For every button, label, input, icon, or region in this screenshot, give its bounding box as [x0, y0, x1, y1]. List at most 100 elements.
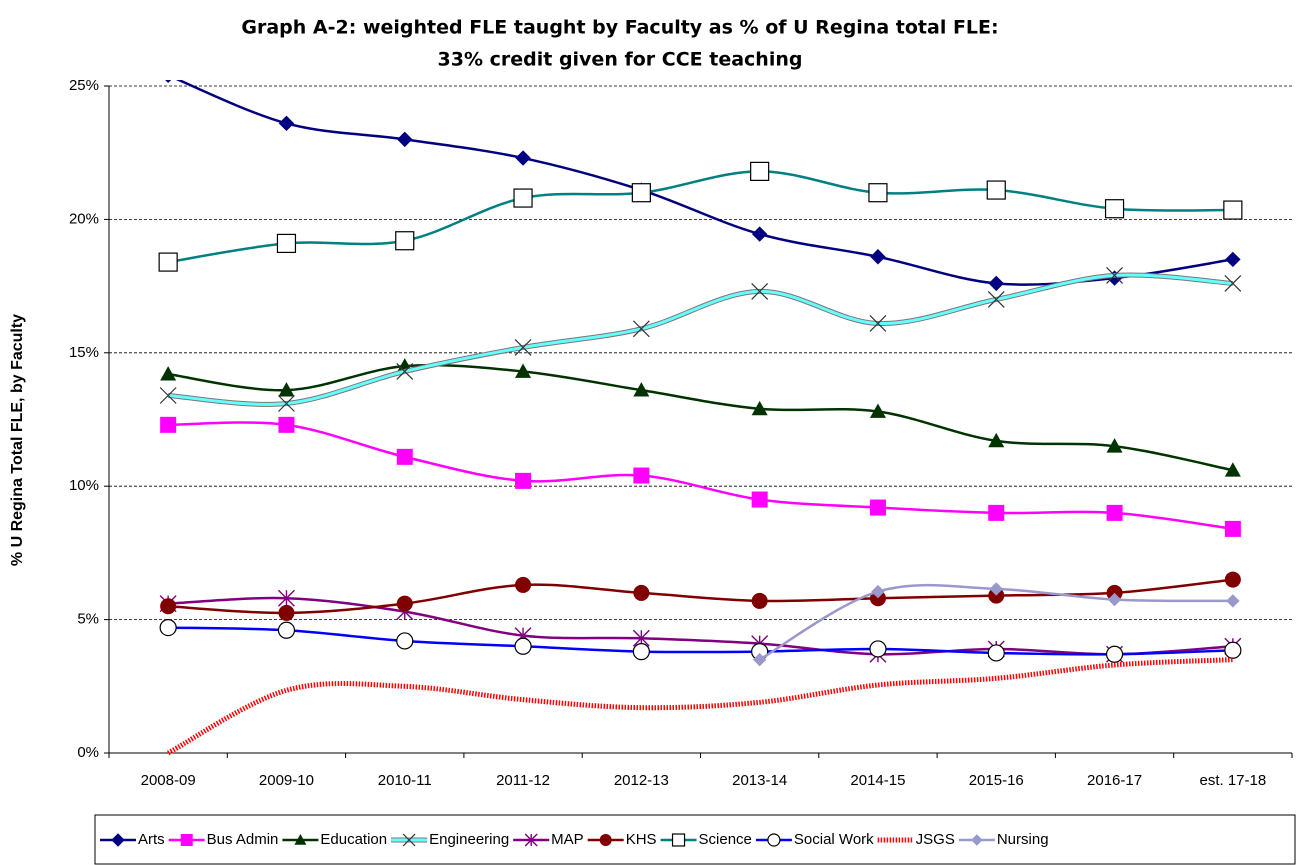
marker [1106, 504, 1123, 521]
marker [987, 291, 1005, 308]
marker [1225, 251, 1241, 268]
marker [751, 400, 768, 416]
series-outline [167, 272, 1234, 407]
legend-label: Arts [138, 831, 165, 848]
x-tick-label: 2014-15 [850, 772, 905, 789]
marker [971, 834, 983, 846]
x-tick-label: 2016-17 [1087, 772, 1142, 789]
series-line [168, 273, 1233, 406]
x-tick-label: 2010-11 [378, 772, 432, 789]
marker [1224, 641, 1242, 659]
marker [515, 472, 532, 489]
marker [1104, 199, 1125, 219]
marker [632, 643, 650, 661]
legend-label: Social Work [794, 831, 874, 848]
marker [1224, 462, 1241, 477]
y-tick-label: 5% [77, 611, 99, 628]
y-axis-title: % U Regina Total FLE, by Faculty [9, 314, 26, 566]
x-tick-label: 2011-12 [496, 772, 550, 789]
marker [871, 584, 885, 599]
marker [159, 387, 177, 404]
marker [515, 363, 532, 378]
legend-label: Engineering [429, 831, 509, 848]
marker [276, 233, 297, 254]
marker [514, 637, 532, 655]
marker [988, 275, 1004, 292]
series-line [168, 626, 1233, 656]
marker [1226, 594, 1240, 608]
marker [750, 161, 770, 181]
x-tick-label: 2009-10 [259, 772, 314, 789]
x-tick-label: 2013-14 [732, 772, 787, 789]
marker [868, 183, 888, 203]
marker [111, 833, 125, 847]
legend-label: Education [320, 831, 387, 848]
plot-area [158, 80, 1243, 756]
marker [158, 252, 178, 272]
chart-title: Graph A-2: weighted FLE taught by Facult… [241, 17, 998, 39]
marker [869, 403, 886, 418]
marker [160, 598, 177, 615]
marker [751, 592, 768, 609]
series-line [167, 170, 1233, 264]
series-line [166, 657, 1233, 756]
marker [278, 604, 295, 621]
chart-subtitle: 33% credit given for CCE teaching [438, 49, 803, 71]
marker [751, 491, 768, 508]
marker [1105, 645, 1124, 663]
marker [278, 395, 295, 412]
marker [1224, 520, 1241, 537]
marker [869, 640, 887, 658]
marker [396, 448, 413, 465]
marker [870, 249, 886, 265]
marker [987, 644, 1005, 662]
marker [1223, 200, 1243, 220]
marker [767, 833, 781, 847]
legend-label: Nursing [997, 831, 1049, 848]
x-tick-label: est. 17-18 [1199, 772, 1266, 789]
marker [402, 833, 416, 847]
marker [165, 80, 172, 84]
marker [294, 834, 307, 845]
marker [395, 231, 415, 251]
legend-label: Science [699, 831, 752, 848]
series-line [167, 363, 1234, 472]
legend-box [94, 814, 1296, 865]
marker [751, 226, 768, 242]
marker [633, 382, 650, 397]
marker [513, 188, 533, 208]
marker [869, 315, 887, 332]
x-tick-label: 2015-16 [969, 772, 1024, 789]
marker [277, 589, 295, 607]
marker [599, 834, 612, 846]
series-line [175, 80, 1234, 286]
marker [1107, 592, 1122, 607]
marker [632, 320, 650, 338]
marker [180, 834, 193, 846]
marker [160, 366, 177, 381]
marker [752, 652, 767, 667]
marker [159, 619, 177, 637]
marker [515, 150, 531, 166]
y-tick-label: 0% [77, 744, 99, 761]
y-tick-label: 20% [69, 210, 99, 227]
marker [986, 180, 1006, 200]
marker [396, 595, 413, 612]
series-line [168, 421, 1234, 531]
legend-label: KHS [626, 831, 657, 848]
marker [631, 183, 651, 203]
marker [397, 131, 413, 148]
marker [988, 504, 1005, 521]
marker [751, 283, 769, 300]
y-tick-label: 25% [69, 77, 99, 94]
marker [1106, 267, 1123, 284]
marker [278, 382, 295, 397]
marker [396, 363, 414, 380]
marker [988, 432, 1005, 448]
marker [278, 115, 295, 132]
legend-label: MAP [551, 831, 584, 848]
marker [869, 499, 886, 516]
marker [633, 584, 650, 601]
marker [515, 576, 532, 593]
